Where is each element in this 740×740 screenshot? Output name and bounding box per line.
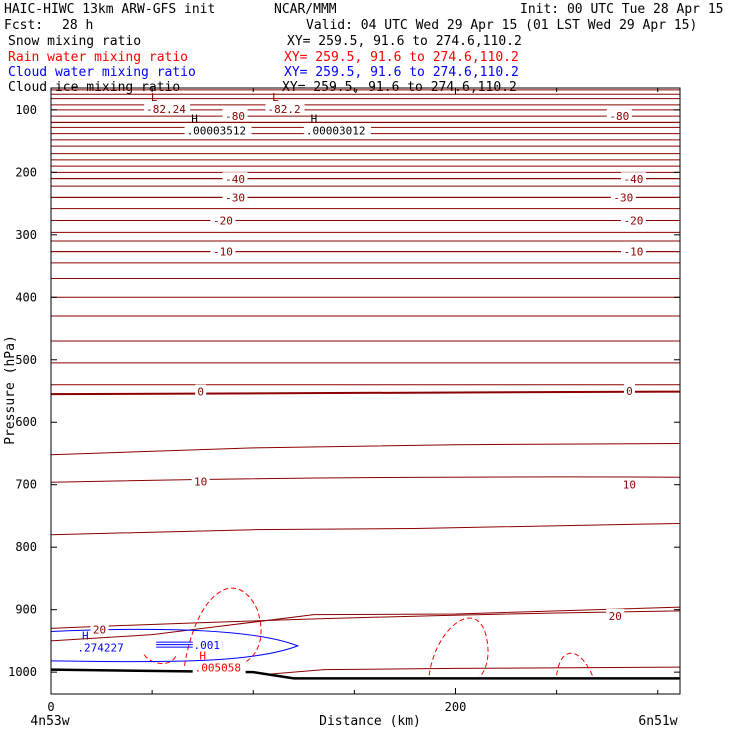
contour-label-bg [623,384,635,396]
contour-label: 0 [626,385,633,398]
x-end-label-left: 4n53w [30,714,69,729]
extremum-marker: H [199,650,206,663]
contour-label: 20 [93,624,106,637]
init-time: Init: 00 UTC Tue 28 Apr 15 [520,2,724,17]
valid-time: Valid: 04 UTC Wed 29 Apr 15 (01 LST Wed … [306,18,698,33]
contour-label: -80 [609,110,629,123]
forecast-hours: 28 h [62,18,94,33]
temperature-contour [50,610,681,629]
field-name-snow: Snow mixing ratio [8,34,142,49]
forecast-label: Fcst: [4,18,44,33]
extremum-value: -82.24 [146,103,186,116]
contour-label: -80 [225,110,245,123]
rain-contour [143,654,177,665]
extremum-value: .00003512 [187,124,247,137]
y-tick-label: 800 [15,540,37,554]
terrain-line [50,668,680,680]
field-name-rain: Rain water mixing ratio [8,50,189,65]
contour-label: 10 [194,476,207,489]
contour-label-bg [620,213,646,226]
extremum-value-bg [303,125,371,137]
y-tick-label: 100 [15,103,37,117]
contour-label: -30 [613,191,633,204]
y-tick-label: 700 [15,478,37,492]
extremum-value: .005058 [195,662,241,675]
contour-label-bg [195,384,207,397]
contour-label-bg [620,477,639,490]
contour-label: -10 [624,246,644,259]
model-title: HAIC-HIWC 13km ARW-GFS init [4,2,216,17]
extremum-marker: H [82,630,89,643]
contour-label-bg [620,172,646,185]
y-axis-title: Pressure (hPa) [3,335,18,445]
contour-label-bg [606,608,625,621]
contour-label-bg [210,244,236,257]
contour-label-bg [210,213,236,226]
temperature-contour [50,606,681,642]
contour-label: -20 [624,214,644,227]
contour-label: -10 [213,246,233,259]
cloud-water-contour [50,628,300,663]
extremum-value: .274227 [77,642,123,655]
cloud-water-label: .001 [193,639,220,652]
temperature-contour [50,442,681,456]
extremum-marker: L [151,91,158,104]
rain-contour [556,652,594,678]
y-tick-label: 600 [15,415,37,429]
y-tick-label: 300 [15,228,37,242]
contour-label-bg [620,244,646,257]
contour-label: -40 [225,173,245,186]
temperature-contours [50,89,681,676]
contour-label-bg [610,190,636,203]
temperature-contour [50,390,681,396]
contour-label: -30 [225,191,245,204]
y-tick-label: 400 [15,290,37,304]
contour-labels: -80 -80 -40 -40 -30 -30 -20 -20 -10 -10 0 0 10 10 20 20… [75,91,646,675]
extremum-value-bg [192,662,246,674]
contour-label-bg [191,474,210,487]
y-tick-label: 500 [15,353,37,367]
extremum-marker: H [191,112,198,125]
plot-frame [50,87,681,695]
contour-label: 10 [623,479,636,492]
extremum-marker: L [272,91,279,104]
contour-label: 20 [609,610,622,623]
rain-contour [428,617,489,678]
contour-label-bg [606,109,632,122]
extremum-value-bg [265,104,305,116]
rain-contour [183,587,262,667]
contour-label-bg [222,190,248,203]
x-axis-title: Distance (km) [319,714,421,729]
extremum-value-bg [144,104,191,116]
contour-label: -20 [213,214,233,227]
field-xy-cloud-water: XY= 259.5, 91.6 to 274.6,110.2 [284,65,519,80]
y-tick-label: 1000 [8,665,37,679]
extremum-value: .00003012 [306,124,366,137]
y-tick-label: 900 [15,603,37,617]
field-name-cloud-water: Cloud water mixing ratio [8,65,196,80]
y-tick-label: 200 [15,165,37,179]
temperature-contour [263,666,681,676]
contour-label-bg [222,172,248,185]
field-xy-snow: XY= 259.5, 91.6 to 274.6,110.2 [287,34,522,49]
contour-label: 0 [197,386,204,399]
extremum-value: -82.2 [267,103,300,116]
extremum-value-bg [184,125,252,137]
x-end-label-right: 6n51w [638,714,677,729]
terrain-surface [50,668,680,680]
field-xy-rain: XY= 259.5, 91.6 to 274.6,110.2 [284,50,519,65]
contour-label: -40 [624,173,644,186]
x-tick-label: 200 [445,700,467,714]
contour-label-bg [90,622,109,635]
temperature-contour [50,476,681,483]
extremum-value-bg [75,642,129,654]
organization: NCAR/MMM [274,2,337,17]
contour-label-bg [222,109,248,122]
extremum-marker: H [311,112,318,125]
temperature-contour [50,522,681,536]
cloud-water-label-bg [192,639,223,652]
x-tick-label: 0 [47,700,54,714]
